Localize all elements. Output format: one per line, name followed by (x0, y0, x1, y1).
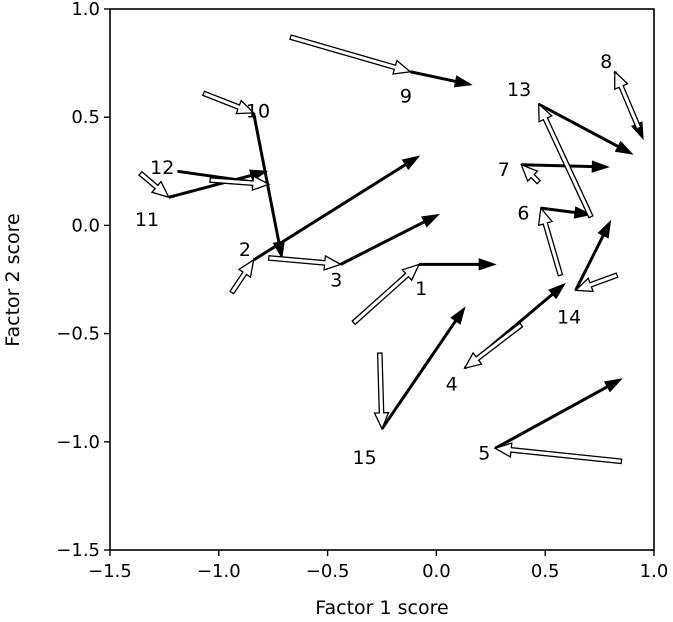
solid-arrow-4-head (548, 282, 566, 300)
solid-arrow-15-head (450, 306, 466, 325)
solid-arrow-13-shaft (537, 102, 621, 149)
solid-arrow-14 (574, 219, 612, 291)
hollow-arrow-6 (537, 206, 564, 277)
point-label-2: 2 (239, 239, 251, 261)
y-tick-label: −1.0 (56, 432, 100, 453)
hollow-arrow-2 (229, 258, 255, 295)
hollow-arrow-12 (209, 175, 271, 192)
point-label-10: 10 (246, 101, 270, 123)
y-axis-title: Factor 2 score (2, 213, 24, 346)
solid-arrow-9-shaft (409, 70, 458, 84)
hollow-arrow-8 (614, 70, 642, 130)
y-tick-label: 0.0 (71, 215, 100, 236)
solid-arrow-3-head (421, 213, 440, 228)
solid-arrow-5-shaft (494, 384, 610, 450)
solid-arrow-3-shaft (339, 219, 427, 266)
solid-arrow-1 (418, 258, 497, 271)
solid-arrow-13-head (614, 140, 634, 155)
y-tick-label: −1.5 (56, 540, 100, 561)
hollow-arrow-13 (538, 102, 594, 219)
solid-arrow-7-shaft (521, 163, 595, 169)
x-axis-title: Factor 1 score (315, 597, 448, 619)
point-label-13: 13 (507, 79, 531, 101)
hollow-arrow-1 (351, 263, 421, 326)
point-label-14: 14 (557, 306, 581, 328)
hollow-arrow-7 (520, 163, 542, 185)
point-label-5: 5 (478, 443, 490, 465)
hollow-arrow-4 (463, 322, 524, 370)
hollow-arrow-14 (574, 272, 619, 293)
solid-arrow-14-head (597, 219, 612, 239)
solid-arrow-10-head (272, 240, 285, 260)
solid-arrow-14-shaft (574, 232, 606, 291)
solid-arrow-2-head (401, 155, 421, 171)
point-label-12: 12 (150, 157, 174, 179)
axis-ticks: −1.5 −1.0 −0.5 0.0 0.5 1.0 −1.5 −1.0 −0.5 0.0 0.5 1… (56, 0, 668, 582)
hollow-arrow-11 (138, 170, 171, 199)
x-tick-label: −1.0 (197, 561, 241, 582)
hollow-arrow-10 (201, 90, 256, 115)
y-tick-label: 1.0 (71, 0, 100, 20)
solid-arrow-5-head (603, 378, 623, 393)
x-tick-label: 0.0 (422, 561, 451, 582)
hollow-arrow-9 (289, 34, 412, 75)
point-label-15: 15 (352, 447, 376, 469)
hollow-arrow-15 (373, 352, 390, 431)
solid-arrow-6-shaft (540, 206, 578, 215)
x-tick-label: −1.5 (88, 561, 132, 582)
point-label-4: 4 (446, 373, 458, 395)
y-tick-label: −0.5 (56, 324, 100, 345)
solid-arrow-9 (409, 70, 473, 88)
solid-arrow-3 (339, 213, 440, 266)
solid-arrow-7-head (591, 160, 610, 173)
point-label-11: 11 (135, 209, 159, 231)
x-tick-label: 0.5 (531, 561, 560, 582)
solid-arrow-9-head (453, 75, 473, 88)
x-tick-label: 1.0 (640, 561, 669, 582)
solid-arrow-10-shaft (252, 112, 281, 245)
point-label-7: 7 (498, 159, 510, 181)
solid-arrow-6-head (573, 206, 593, 219)
point-label-8: 8 (600, 51, 612, 73)
hollow-arrow-3 (267, 254, 343, 271)
solid-arrow-5 (494, 378, 623, 450)
x-tick-label: −0.5 (306, 561, 350, 582)
solid-arrow-7 (521, 160, 610, 173)
solid-arrow-10 (252, 112, 285, 260)
y-tick-label: 0.5 (71, 107, 100, 128)
solid-arrow-15-shaft (380, 318, 459, 430)
point-label-1: 1 (415, 278, 427, 300)
point-label-3: 3 (330, 270, 342, 292)
point-label-9: 9 (400, 86, 412, 108)
point-label-6: 6 (517, 202, 529, 224)
solid-arrow-6 (540, 206, 593, 219)
hollow-arrow-5 (493, 442, 623, 465)
solid-arrow-15 (380, 306, 466, 430)
plot-frame (109, 8, 655, 551)
solid-arrow-1-head (478, 258, 497, 271)
solid-arrow-13 (537, 102, 634, 155)
